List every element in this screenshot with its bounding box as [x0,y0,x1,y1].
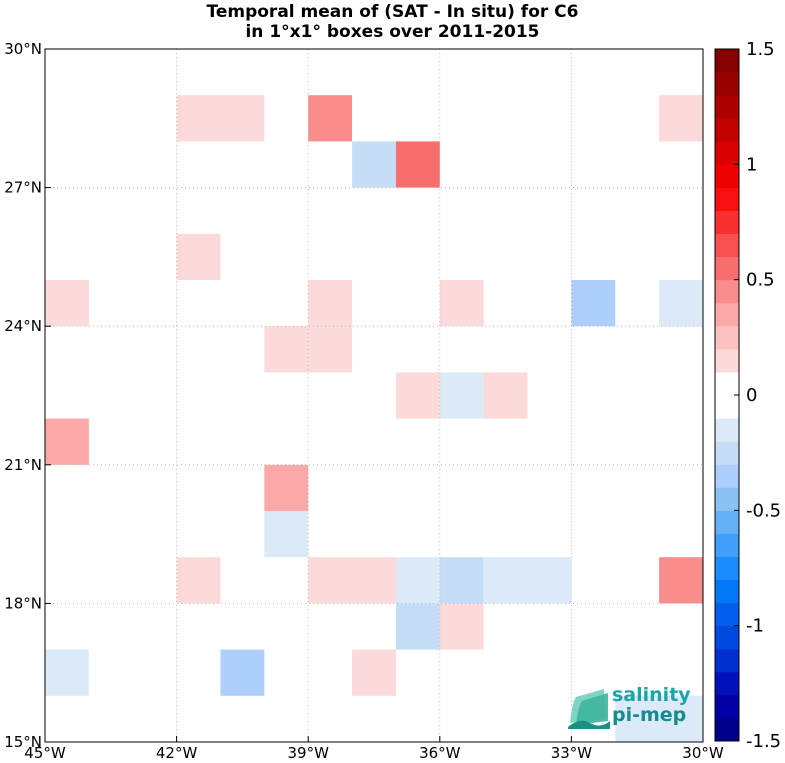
colorbar-segment [715,49,739,73]
map-title-line-2: in 1°x1° boxes over 2011-2015 [245,22,540,42]
colorbar-segment [715,510,739,534]
colorbar-segment [715,118,739,142]
logo-text-pi-mep: pi-mep [612,704,687,726]
colorbar-tick-label: -1.5 [746,731,781,752]
colorbar-segment [715,395,739,419]
y-tick-label: 18°N [4,594,42,612]
y-tick-label: 15°N [4,733,42,751]
colorbar-segment [715,164,739,188]
colorbar-segment [715,602,739,627]
x-tick-label: 36°W [419,744,461,762]
colorbar: 1.5 1 0.5 0 -0.5 -1 -1.5 [714,39,781,752]
wave-logo-icon [568,689,610,729]
data-cell [439,603,484,650]
data-cell [176,95,265,142]
data-cell [264,511,309,558]
y-tick-label: 27°N [4,179,42,197]
colorbar-segment [715,187,739,211]
colorbar-segment [715,348,739,373]
data-cell [395,141,440,188]
data-cell [45,418,89,465]
colorbar-segment [715,418,739,442]
colorbar-tick-label: 1 [746,154,757,175]
colorbar-segment [715,141,739,165]
colorbar-tick-label: -0.5 [746,500,781,521]
data-cell [45,649,89,696]
data-cell [176,233,221,280]
data-cell [571,280,616,327]
data-cell [352,649,396,696]
data-cell [439,557,484,604]
data-cells [45,95,703,742]
data-cell [308,557,396,604]
colorbar-segment [715,210,739,235]
data-cell [439,280,484,327]
grid-lines [45,49,703,742]
x-tick-label: 45°W [24,744,66,762]
colorbar-segment [715,233,739,258]
x-tick-label: 33°W [551,744,593,762]
y-axis-ticks: 15°N 18°N 21°N 24°N 27°N 30°N [4,40,51,751]
map-title-line-1: Temporal mean of (SAT - In situ) for C6 [206,2,579,22]
colorbar-tick-label: 1.5 [746,39,775,60]
y-tick-label: 24°N [4,317,42,335]
colorbar-segment [715,625,739,650]
data-cell [395,372,440,419]
logo-text-salinity: salinity [612,684,691,706]
colorbar-segment [715,648,739,673]
x-tick-label: 42°W [156,744,198,762]
colorbar-segment [715,694,739,719]
data-cell [395,603,440,650]
colorbar-segment [715,671,739,696]
data-cell [659,557,703,604]
data-cell [483,557,572,604]
colorbar-segment [715,533,739,557]
data-cell [264,464,309,511]
data-cell [659,95,703,142]
data-cell [220,649,265,696]
colorbar-segment [715,487,739,511]
x-axis-ticks: 45°W 42°W 39°W 36°W 33°W 30°W [24,736,724,762]
colorbar-segment [715,95,739,119]
colorbar-segment [715,371,739,396]
data-cell [483,372,528,419]
data-cell [45,280,89,327]
y-tick-label: 30°N [4,40,42,58]
data-cell [352,141,396,188]
colorbar-tick-label: 0.5 [746,270,775,291]
colorbar-segment [715,325,739,350]
data-cell [176,557,221,604]
y-tick-label: 21°N [4,456,42,474]
x-tick-label: 39°W [287,744,329,762]
data-cell [615,695,703,742]
data-cell [659,280,703,327]
colorbar-segment [715,579,739,604]
colorbar-tick-label: 0 [746,385,757,406]
data-cell [308,95,353,142]
map-frame [44,48,704,743]
x-tick-label: 30°W [682,744,724,762]
data-cell [308,280,353,327]
colorbar-segment [715,72,739,96]
data-cell [439,372,484,419]
colorbar-segment [715,556,739,581]
colorbar-tick-label: -1 [746,616,764,637]
data-cell [395,557,440,604]
colorbar-segment [715,279,739,304]
colorbar-segment [715,441,739,465]
salinity-pi-mep-logo: salinity pi-mep [566,683,696,731]
colorbar-segment [715,464,739,488]
colorbar-segment [715,717,739,742]
colorbar-segment [715,256,739,281]
colorbar-segment [715,302,739,327]
